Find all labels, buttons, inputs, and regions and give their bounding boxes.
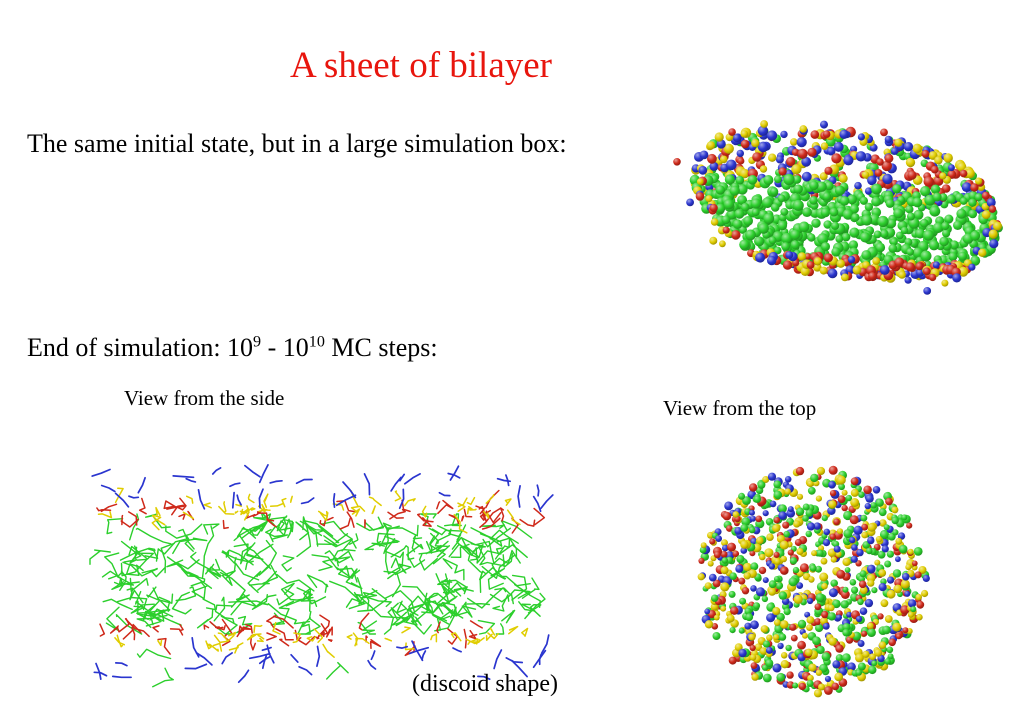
bilayer-side-view-render [89,464,554,688]
end-line-prefix: End of simulation: 10 [27,333,254,362]
end-of-simulation-text: End of simulation: 109 - 1010 MC steps: [27,333,438,363]
end-line-middle: - 10 [261,333,309,362]
figure-side-view [84,448,554,700]
intro-text: The same initial state, but in a large s… [27,129,567,158]
figure-initial-state-3d [672,116,1020,311]
end-line-exponent-2: 10 [308,333,325,351]
side-view-label: View from the side [124,386,285,410]
bilayer-top-view-render [697,465,930,698]
bilayer-sheet-3d-render [673,120,1003,295]
slide-title: A sheet of bilayer [290,45,552,86]
discoid-shape-caption: (discoid shape) [412,671,558,697]
top-view-label: View from the top [663,396,817,420]
end-line-suffix: MC steps: [324,333,438,362]
figure-top-view [676,458,948,706]
end-line-exponent-1: 9 [253,333,262,351]
